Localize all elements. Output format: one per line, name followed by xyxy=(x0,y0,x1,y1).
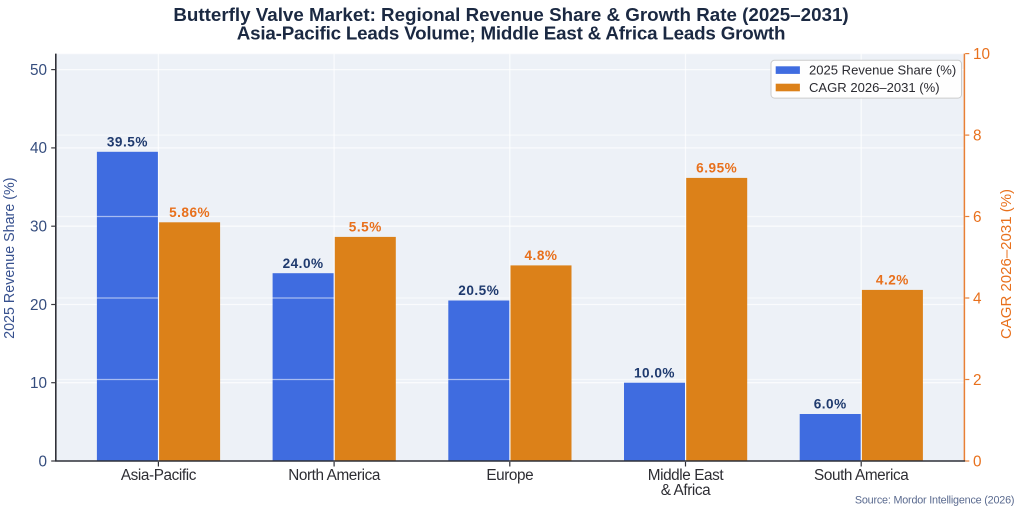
svg-text:0: 0 xyxy=(973,453,982,470)
svg-text:& Africa: & Africa xyxy=(661,482,711,499)
svg-text:5.86%: 5.86% xyxy=(169,205,210,220)
svg-text:50: 50 xyxy=(30,62,47,79)
svg-text:6.95%: 6.95% xyxy=(696,161,737,176)
svg-text:8: 8 xyxy=(973,127,982,144)
svg-text:South America: South America xyxy=(814,467,909,484)
svg-text:4.8%: 4.8% xyxy=(525,248,558,263)
svg-text:2025 Revenue Share (%): 2025 Revenue Share (%) xyxy=(809,62,956,77)
svg-text:39.5%: 39.5% xyxy=(107,135,148,150)
svg-text:24.0%: 24.0% xyxy=(283,256,324,271)
svg-text:20.5%: 20.5% xyxy=(458,283,499,298)
svg-text:CAGR 2026–2031 (%): CAGR 2026–2031 (%) xyxy=(809,80,940,95)
svg-text:CAGR 2026–2031 (%): CAGR 2026–2031 (%) xyxy=(998,189,1015,339)
svg-text:Butterfly Valve Market: Region: Butterfly Valve Market: Regional Revenue… xyxy=(173,4,848,25)
svg-text:10.0%: 10.0% xyxy=(634,365,675,380)
svg-text:10: 10 xyxy=(30,375,47,392)
svg-text:30: 30 xyxy=(30,219,47,236)
svg-text:0: 0 xyxy=(38,453,47,470)
svg-text:20: 20 xyxy=(30,297,47,314)
svg-text:4: 4 xyxy=(973,290,982,307)
svg-text:4.2%: 4.2% xyxy=(876,273,909,288)
svg-text:Asia-Pacific: Asia-Pacific xyxy=(121,467,197,484)
svg-text:North America: North America xyxy=(288,467,381,484)
svg-text:Source: Mordor Intelligence (2: Source: Mordor Intelligence (2026) xyxy=(855,495,1014,507)
svg-text:Asia-Pacific Leads Volume; Mid: Asia-Pacific Leads Volume; Middle East &… xyxy=(237,23,785,44)
svg-text:Europe: Europe xyxy=(486,467,533,484)
svg-text:40: 40 xyxy=(30,140,47,157)
svg-text:2: 2 xyxy=(973,372,982,389)
svg-text:Middle East: Middle East xyxy=(648,467,725,484)
svg-text:2025 Revenue Share (%): 2025 Revenue Share (%) xyxy=(2,178,18,339)
svg-text:6.0%: 6.0% xyxy=(814,397,847,412)
svg-text:5.5%: 5.5% xyxy=(349,220,382,235)
svg-text:10: 10 xyxy=(973,46,990,63)
svg-text:6: 6 xyxy=(973,209,982,226)
